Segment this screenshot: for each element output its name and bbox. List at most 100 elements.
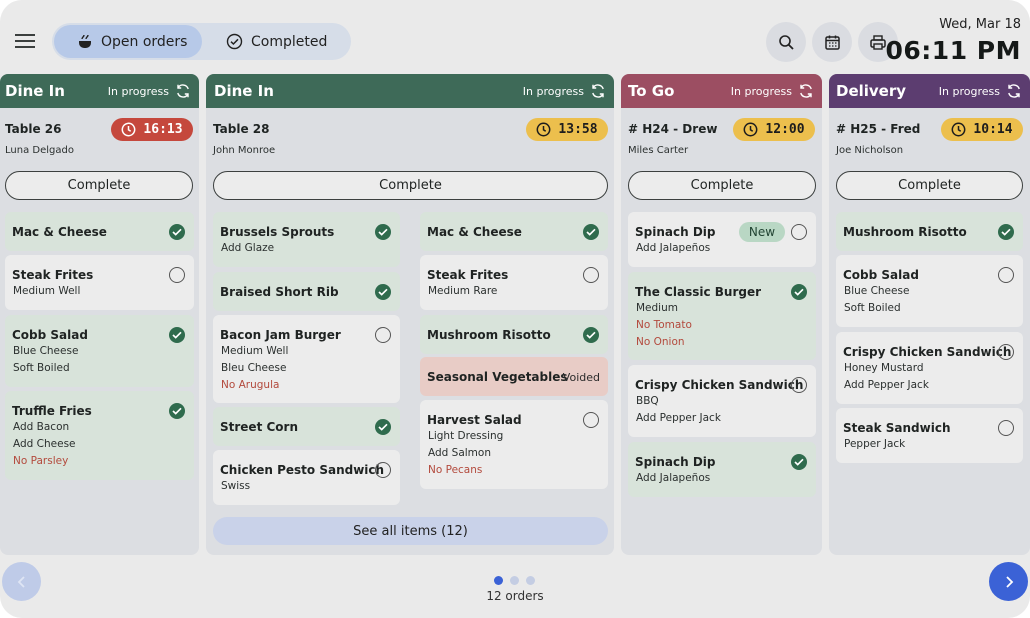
order-item[interactable]: Spinach Dip Add Jalapeños [628,442,816,497]
item-checkbox[interactable] [583,327,599,343]
order-item[interactable]: Brussels Sprouts Add Glaze [213,212,400,267]
item-checkbox[interactable] [375,327,391,343]
item-name: Cobb Salad [12,328,88,342]
page-dot[interactable] [494,576,503,585]
chevron-left-icon [17,575,25,588]
order-item[interactable]: Steak Frites Medium Rare [420,255,608,310]
order-item[interactable]: The Classic Burger Medium No Tomato No O… [628,272,816,360]
refresh-icon[interactable] [798,83,814,99]
checkmark-icon [586,331,596,339]
item-checkbox[interactable] [998,267,1014,283]
new-badge: New [739,222,785,242]
item-checkbox[interactable] [998,420,1014,436]
item-checkbox[interactable] [169,267,185,283]
order-item[interactable]: Braised Short Rib [213,272,400,311]
order-item[interactable]: Steak Frites Medium Well [5,255,194,310]
order-type: Dine In [214,82,274,100]
refresh-icon[interactable] [175,83,191,99]
complete-button[interactable]: Complete [213,171,608,200]
calendar-button[interactable] [812,22,852,62]
order-item-voided[interactable]: Seasonal Vegetables Voided [420,357,608,396]
customer-name: Luna Delgado [5,145,74,156]
order-item[interactable]: Truffle Fries Add Bacon Add Cheese No Pa… [5,391,194,480]
item-checkbox[interactable] [169,403,185,419]
order-item[interactable]: Crispy Chicken Sandwich BBQ Add Pepper J… [628,365,816,437]
order-item[interactable]: Chicken Pesto Sandwich Swiss [213,450,400,505]
item-checkbox[interactable] [375,462,391,478]
item-modifier: Swiss [221,480,251,492]
item-checkbox[interactable] [375,224,391,240]
order-count: 12 orders [486,589,544,603]
item-name: Mushroom Risotto [427,328,551,342]
order-item[interactable]: Street Corn [213,407,400,446]
order-title: # H24 - Drew [628,122,718,136]
item-checkbox[interactable] [791,284,807,300]
page-indicator [494,576,535,585]
item-checkbox[interactable] [375,284,391,300]
checkmark-icon [378,228,388,236]
order-item[interactable]: Harvest Salad Light Dressing Add Salmon … [420,400,608,489]
item-modifier: Bleu Cheese [221,362,287,374]
item-checkbox[interactable] [791,224,807,240]
checkmark-icon [794,288,804,296]
order-item[interactable]: Mushroom Risotto [836,212,1023,251]
page-dot[interactable] [510,576,519,585]
item-modifier: Medium [636,302,678,314]
order-header: Delivery In progress [829,74,1030,108]
item-name: Crispy Chicken Sandwich [635,378,804,392]
tab-open-orders-label: Open orders [101,33,188,50]
complete-button[interactable]: Complete [628,171,816,200]
item-checkbox[interactable] [375,419,391,435]
order-item[interactable]: Cobb Salad Blue Cheese Soft Boiled [836,255,1023,327]
print-button[interactable] [858,22,898,62]
item-checkbox[interactable] [791,377,807,393]
page-dot[interactable] [526,576,535,585]
item-modifier: No Arugula [221,379,280,391]
refresh-icon[interactable] [1006,83,1022,99]
next-page-button[interactable] [989,562,1028,601]
order-item[interactable]: Crispy Chicken Sandwich Honey Mustard Ad… [836,332,1023,404]
search-button[interactable] [766,22,806,62]
item-checkbox[interactable] [583,267,599,283]
refresh-icon[interactable] [590,83,606,99]
order-header: To Go In progress [621,74,822,108]
printer-icon [870,34,886,50]
item-name: Street Corn [220,420,298,434]
tab-completed[interactable]: Completed [202,25,347,58]
item-checkbox[interactable] [169,327,185,343]
order-item[interactable]: Mushroom Risotto [420,315,608,354]
checkmark-icon [586,228,596,236]
order-item[interactable]: Spinach Dip Add Jalapeños New [628,212,816,267]
order-item[interactable]: Mac & Cheese [420,212,608,251]
item-checkbox[interactable] [169,224,185,240]
complete-button[interactable]: Complete [836,171,1023,200]
item-name: Steak Frites [12,268,94,282]
tab-open-orders[interactable]: Open orders [54,25,202,58]
cooking-pot-icon [79,34,91,48]
item-checkbox[interactable] [998,344,1014,360]
complete-button[interactable]: Complete [5,171,193,200]
item-name: Brussels Sprouts [220,225,335,239]
item-modifier: BBQ [636,395,659,407]
customer-name: John Monroe [213,145,276,156]
order-item[interactable]: Mac & Cheese [5,212,194,251]
order-timer: 16:13 [111,118,193,141]
order-item[interactable]: Bacon Jam Burger Medium Well Bleu Cheese… [213,315,400,403]
item-checkbox[interactable] [998,224,1014,240]
see-all-items-button[interactable]: See all items (12) [213,517,608,545]
customer-name: Miles Carter [628,145,689,156]
item-modifier: Add Glaze [221,242,275,254]
item-modifier: Medium Rare [428,285,498,297]
order-timer: 13:58 [526,118,608,141]
item-checkbox[interactable] [791,454,807,470]
order-item[interactable]: Cobb Salad Blue Cheese Soft Boiled [5,315,194,387]
menu-icon[interactable] [14,31,36,51]
previous-page-button[interactable] [2,562,41,601]
checkmark-icon [378,423,388,431]
item-checkbox[interactable] [583,412,599,428]
item-name: Spinach Dip [635,455,716,469]
order-item[interactable]: Steak Sandwich Pepper Jack [836,408,1023,463]
order-timer-value: 13:58 [558,122,598,137]
item-checkbox[interactable] [583,224,599,240]
checkmark-icon [1001,228,1011,236]
